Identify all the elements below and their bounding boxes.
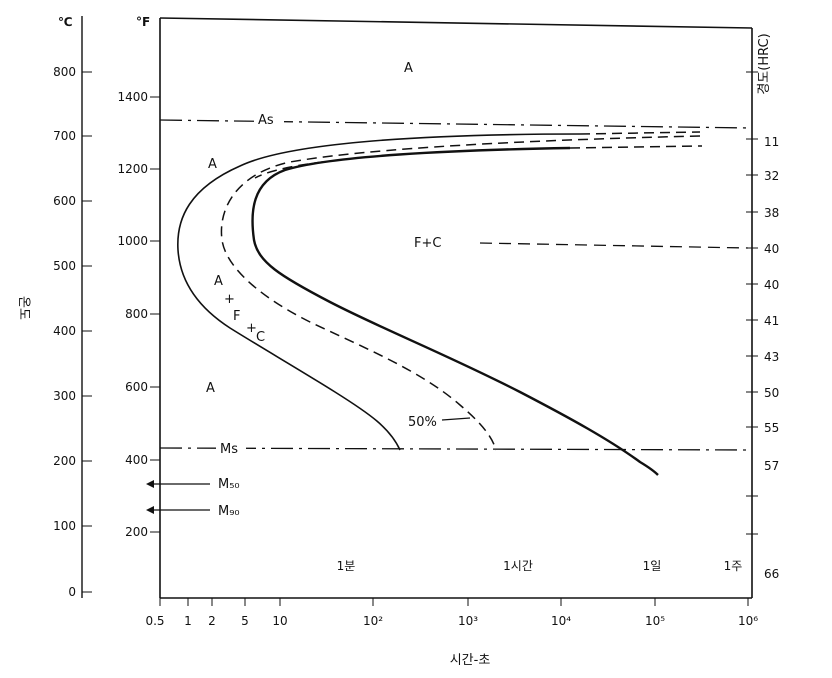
end-curve-tail (569, 145, 703, 149)
hardness-tick-label: 43 (764, 350, 779, 364)
as-line (159, 119, 753, 129)
y-axis-title: 온도 (16, 296, 31, 320)
celsius-tick-label: 500 (53, 259, 76, 273)
m90-arrow (146, 506, 210, 514)
hardness-tick-label: 38 (764, 206, 779, 220)
time-tick-label: 10⁴ (551, 614, 571, 628)
fahrenheit-tick-label: 1200 (117, 162, 148, 176)
celsius-tick-label: 400 (53, 324, 76, 338)
hardness-axis-title: 경도(HRC) (757, 33, 772, 94)
time-marker-week: 1주 (724, 559, 743, 573)
time-tick-label: 5 (241, 614, 249, 628)
plot-top-border (159, 17, 753, 29)
time-tick-label: 10⁵ (645, 614, 665, 628)
as-label: As (258, 113, 274, 128)
time-tick-label: 10² (363, 614, 383, 628)
fifty-percent-pointer (441, 417, 471, 421)
region-transformation-plus1: + (224, 292, 235, 307)
m50-arrow (146, 480, 210, 488)
time-marker-hour: 1시간 (503, 559, 533, 573)
fifty-percent-curve (220, 135, 701, 451)
celsius-ticks (82, 71, 92, 593)
fahrenheit-ticks (150, 96, 160, 533)
fc-hardness-dash (479, 242, 749, 249)
hardness-tick-label: 57 (764, 459, 779, 473)
hardness-tick-label: 11 (764, 135, 779, 149)
fahrenheit-tick-labels: 1400 1200 1000 800 600 400 200 (117, 90, 148, 539)
hardness-tick-label: 41 (764, 314, 779, 328)
celsius-tick-label: 300 (53, 389, 76, 403)
celsius-tick-label: 700 (53, 129, 76, 143)
region-austenite-top: A (404, 61, 413, 76)
celsius-tick-labels: 800 700 600 500 400 300 200 100 0 (53, 65, 76, 599)
region-transformation-f: F (233, 309, 240, 324)
time-tick-label: 10³ (458, 614, 478, 628)
time-tick-labels: 0.5 1 2 5 10 10² 10³ 10⁴ 10⁵ 10⁶ (145, 614, 758, 628)
time-tick-label: 10 (272, 614, 287, 628)
celsius-tick-label: 200 (53, 454, 76, 468)
time-tick-label: 2 (208, 614, 216, 628)
fahrenheit-tick-label: 600 (125, 380, 148, 394)
end-curve (251, 146, 659, 476)
fahrenheit-tick-label: 800 (125, 307, 148, 321)
fahrenheit-tick-label: 1400 (117, 90, 148, 104)
fifty-percent-inner-dash (254, 159, 341, 179)
fahrenheit-tick-label: 400 (125, 453, 148, 467)
m50-label: M₅₀ (218, 477, 240, 492)
celsius-tick-label: 800 (53, 65, 76, 79)
ms-label: Ms (220, 442, 238, 457)
ms-line (159, 447, 753, 451)
fahrenheit-tick-label: 200 (125, 525, 148, 539)
m90-label: M₉₀ (218, 504, 240, 519)
hardness-tick-label: 40 (764, 242, 779, 256)
hardness-tick-label: 66 (764, 567, 779, 581)
hardness-tick-labels: 11 32 38 40 40 41 43 50 55 57 66 (764, 135, 779, 581)
celsius-tick-label: 0 (68, 585, 76, 599)
celsius-tick-label: 600 (53, 194, 76, 208)
ms-label-bg (216, 440, 246, 456)
time-tick-label: 0.5 (145, 614, 164, 628)
region-transformation-a: A (214, 274, 223, 289)
hardness-tick-label: 50 (764, 386, 779, 400)
region-transformation-c: C (256, 330, 265, 345)
as-label-bg (254, 110, 284, 128)
fahrenheit-tick-label: 1000 (117, 234, 148, 248)
fahrenheit-unit-label: °F (136, 15, 150, 29)
time-tick-label: 10⁶ (738, 614, 758, 628)
time-tick-label: 1 (184, 614, 192, 628)
fifty-percent-label: 50% (408, 415, 437, 430)
celsius-tick-label: 100 (53, 519, 76, 533)
hardness-tick-label: 32 (764, 169, 779, 183)
time-ticks (159, 598, 749, 606)
celsius-unit-label: ℃ (58, 15, 73, 29)
region-ferrite-carbide: F+C (414, 236, 441, 251)
region-austenite-left: A (208, 157, 217, 172)
hardness-ticks (746, 71, 758, 535)
hardness-tick-label: 55 (764, 421, 779, 435)
fifty-percent-tail (579, 131, 701, 135)
x-axis-title: 시간-초 (450, 653, 491, 668)
region-austenite-low: A (206, 381, 215, 396)
region-transformation-plus2: + (246, 321, 257, 336)
time-marker-minute: 1분 (337, 559, 356, 573)
time-marker-day: 1일 (643, 559, 662, 573)
start-curve (177, 133, 581, 451)
hardness-tick-label: 40 (764, 278, 779, 292)
